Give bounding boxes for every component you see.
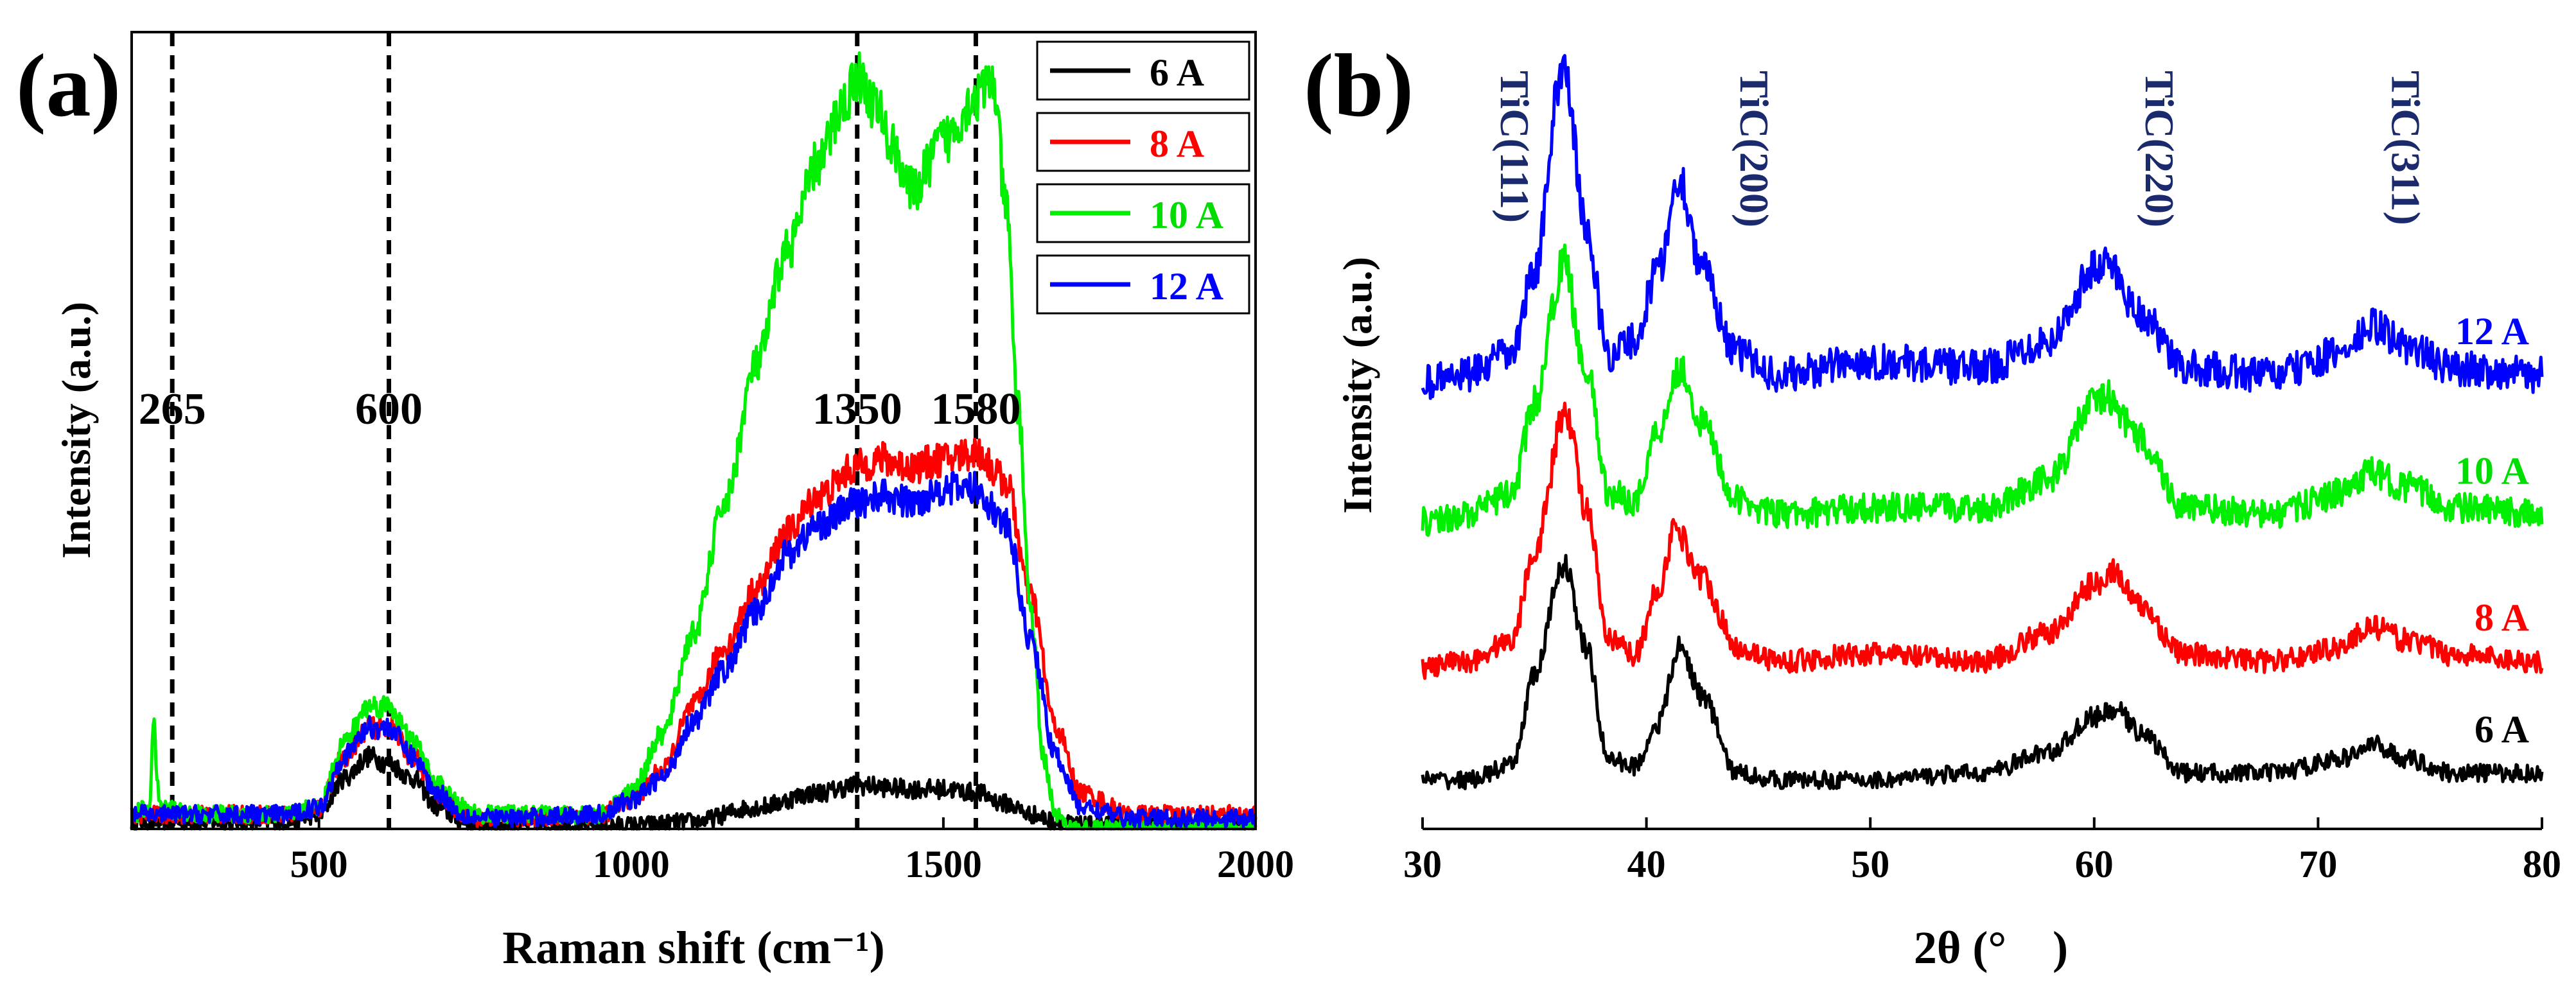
curve-label-12a: 12 A	[2455, 310, 2529, 352]
panel-b-curvelabels: 6 A 8 A 10 A 12 A	[2455, 310, 2529, 751]
curve-label-10a: 10 A	[2455, 449, 2529, 492]
series-line-12a	[130, 471, 1257, 829]
peak-label-tic200: TiC(200)	[1731, 71, 1777, 227]
panel-a-frame	[130, 31, 1257, 830]
x-tick-label: 60	[2075, 843, 2114, 885]
panel-a-legend: 6 A 8 A 10 A 12 A	[1036, 40, 1250, 315]
panel-b-ylabel: Intensity (a.u.)	[1335, 257, 1380, 514]
series-line-6a	[1421, 553, 2544, 790]
panel-b-label: (b)	[1304, 36, 1414, 135]
legend-label-8a: 8 A	[1150, 123, 1204, 165]
x-tick-label: 1000	[593, 843, 670, 885]
reference-label-265: 265	[139, 385, 206, 434]
x-tick-label: 50	[1851, 843, 1889, 885]
legend-label-10a: 10 A	[1150, 194, 1223, 236]
panel-a-reflines	[170, 32, 978, 829]
peak-label-tic111: TiC(111)	[1492, 71, 1538, 223]
panel-a-ylabel: Intensity (a.u.)	[53, 302, 99, 559]
panel-a-reflabels: 265 600 1350 1580	[139, 385, 1021, 434]
curve-label-8a: 8 A	[2475, 596, 2529, 639]
x-tick-label: 30	[1403, 843, 1442, 885]
legend-label-12a: 12 A	[1150, 265, 1223, 308]
x-tick-label: 500	[290, 843, 348, 885]
panel-b-xticks: 30 40 50 60 70 80	[1403, 817, 2561, 885]
series-line-12a	[1421, 54, 2544, 400]
x-tick-label: 70	[2299, 843, 2337, 885]
panel-a-xticks: 500 1000 1500 2000	[290, 817, 1294, 885]
curve-label-6a: 6 A	[2475, 708, 2529, 751]
reference-label-600: 600	[355, 385, 423, 434]
x-tick-label: 40	[1627, 843, 1666, 885]
panel-a: (a) 265 600 1350 1580 500 1000 1500 2000 Raman…	[16, 31, 1294, 973]
series-line-10a	[1421, 243, 2544, 537]
panel-a-label: (a)	[16, 36, 121, 135]
reference-label-1580: 1580	[931, 385, 1021, 434]
x-tick-label: 80	[2523, 843, 2561, 885]
panel-a-xlabel: Raman shift (cm⁻¹)	[502, 922, 885, 973]
reference-label-1350: 1350	[812, 385, 902, 434]
legend-label-6a: 6 A	[1150, 51, 1204, 94]
peak-label-tic220: TiC(220)	[2137, 71, 2182, 227]
x-tick-label: 1500	[905, 843, 982, 885]
peak-label-tic311: TiC(311)	[2383, 71, 2428, 225]
panel-b-xlabel: 2θ (° )	[1914, 922, 2068, 973]
x-tick-label: 2000	[1217, 843, 1294, 885]
panel-b-series	[1421, 54, 2544, 790]
panel-b-peaklabels: TiC(111) TiC(200) TiC(220) TiC(311)	[1492, 71, 2428, 227]
series-line-8a	[1421, 401, 2544, 680]
panel-b: (b) TiC(111) TiC(200) TiC(220) TiC(311) 6 A…	[1304, 36, 2561, 973]
